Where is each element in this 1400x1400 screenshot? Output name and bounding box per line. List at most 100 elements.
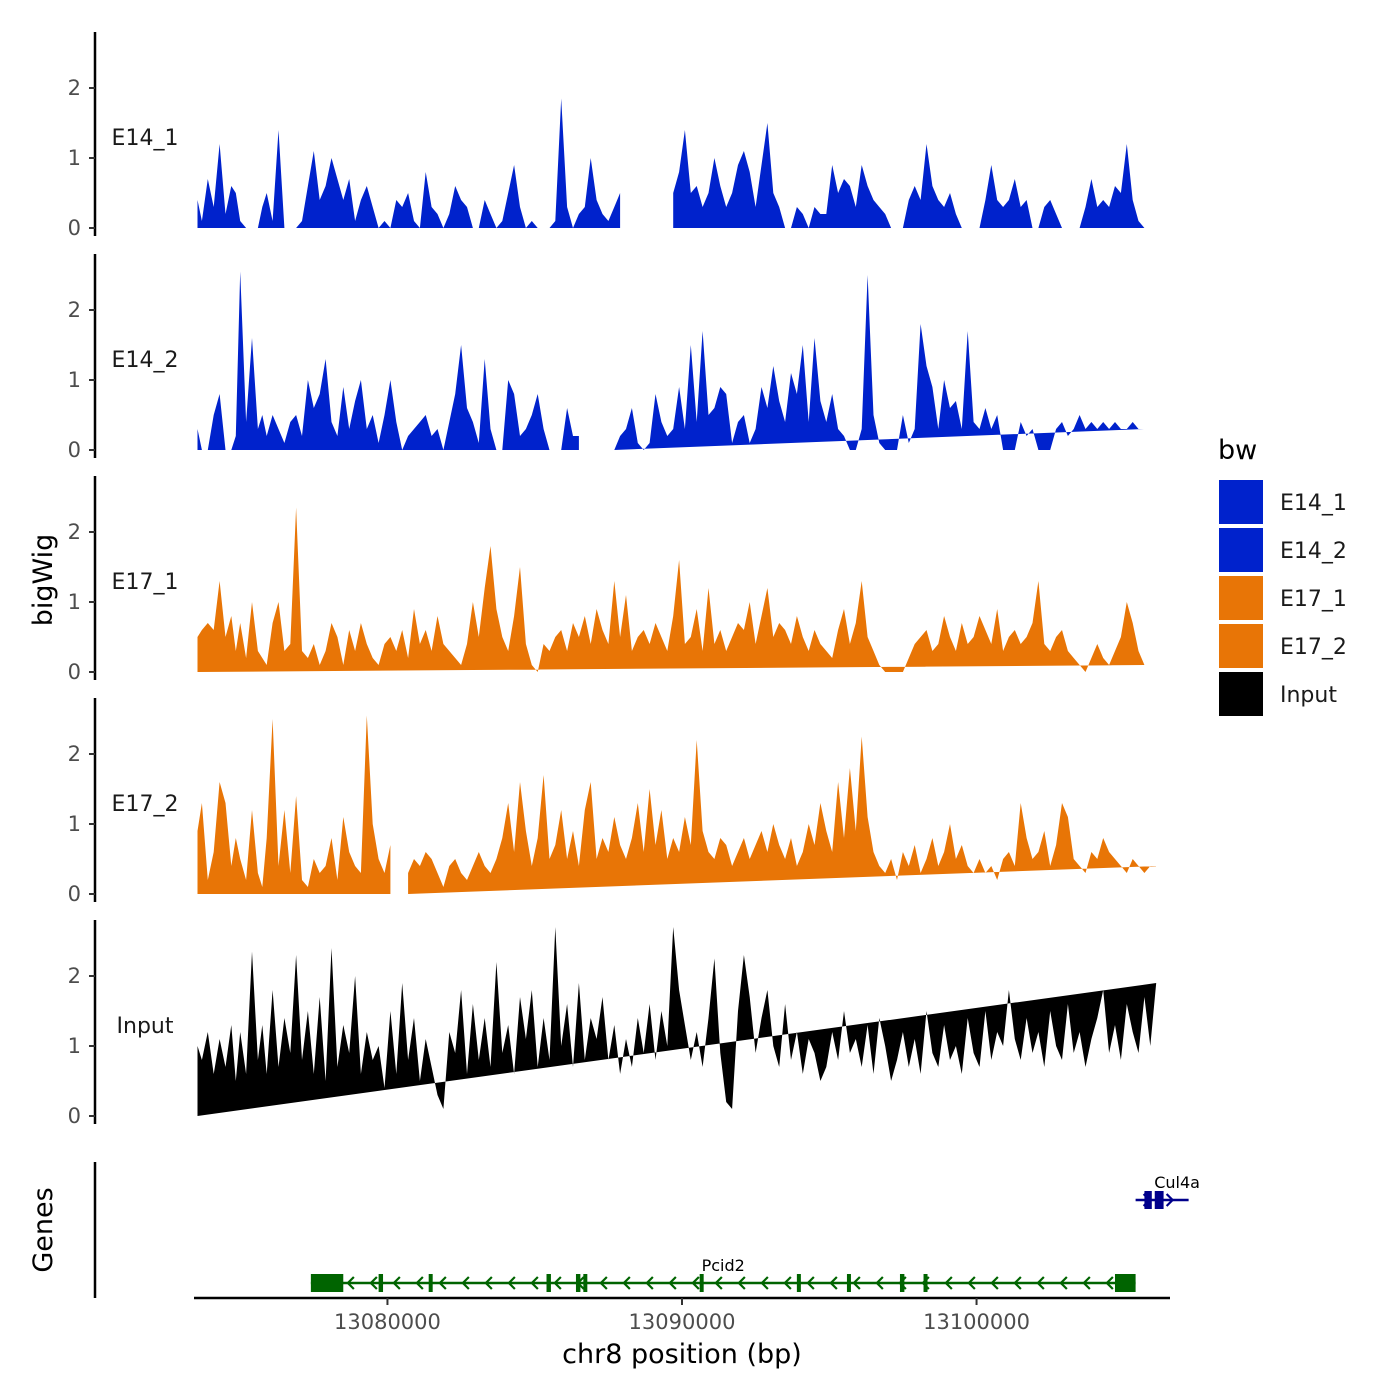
gene-exon [699,1274,704,1292]
track-e14-2: 0 1 2 E14_2 [68,254,1145,462]
track-e14-1: 0 1 2 E14_1 [68,32,1145,240]
strand-arrow [668,1276,677,1290]
gene-exon [378,1274,384,1292]
strand-arrow [875,1276,884,1290]
strand-arrow [346,1276,355,1290]
strand-arrow [1036,1276,1045,1290]
strand-arrow [553,1276,562,1290]
legend-swatch [1219,528,1263,572]
y-tick-label: 0 [68,216,81,240]
gene-exon [1154,1191,1164,1209]
strand-arrow [806,1276,815,1290]
legend-label: E14_2 [1280,539,1347,564]
x-axis-title: chr8 position (bp) [562,1339,802,1370]
track-label: E14_1 [112,126,179,151]
legend: bw E14_1 E14_2 E17_1 E17_2 Input [1218,435,1347,716]
track-e17-2: 0 1 2 E17_2 [68,698,1157,906]
track-input: 0 1 2 Input [68,920,1157,1128]
gene-exon [846,1274,851,1292]
gene-exon [310,1274,344,1292]
track-label: E17_1 [112,570,179,595]
gene-label: Cul4a [1154,1173,1200,1192]
gene-exon [583,1274,588,1292]
gene-exon [899,1274,905,1292]
y-tick-label: 2 [68,742,81,766]
gene-exon [1144,1191,1152,1209]
strand-arrow [622,1276,631,1290]
y-tick-label: 0 [68,882,81,906]
strand-arrow [691,1276,700,1290]
x-tick-label: 13100000 [923,1310,1030,1334]
legend-swatch [1219,480,1263,524]
strand-arrow [1013,1276,1022,1290]
genes-axis-title: Genes [28,1187,59,1272]
strand-arrow [438,1276,447,1290]
y-tick-label: 1 [68,812,81,836]
y-tick-label: 1 [68,146,81,170]
legend-label: E17_1 [1280,587,1347,612]
y-tick-label: 2 [68,520,81,544]
strand-arrow [507,1276,516,1290]
strand-arrow [415,1276,424,1290]
legend-swatch [1219,576,1263,620]
y-tick-label: 2 [68,298,81,322]
coverage-area [197,507,1145,672]
gene-exon [1114,1274,1136,1292]
legend-swatch [1219,672,1263,716]
strand-arrow [599,1276,608,1290]
strand-arrow [829,1276,838,1290]
track-label: E14_2 [112,348,179,373]
gene-exon [575,1274,581,1292]
gene-cul4a: Cul4a [1135,1173,1200,1209]
y-tick-label: 1 [68,1034,81,1058]
legend-title: bw [1218,435,1257,466]
strand-arrow [714,1276,723,1290]
track-label: Input [117,1014,174,1039]
legend-label: E17_2 [1280,635,1347,660]
bigwig-tracks: 0 1 2 E14_1 0 1 2 E14_2 0 1 2 E17_1 0 1 2 E17_2 0 1 2 Input [68,32,1157,1128]
y-tick-label: 2 [68,964,81,988]
strand-arrow [737,1276,746,1290]
y-tick-label: 1 [68,368,81,392]
x-tick-label: 13090000 [629,1310,736,1334]
y-tick-label: 0 [68,660,81,684]
track-e17-1: 0 1 2 E17_1 [68,476,1145,684]
coverage-area [197,715,1157,894]
legend-label: Input [1280,683,1337,708]
strand-arrow [1059,1276,1068,1290]
gene-label: Pcid2 [702,1256,745,1275]
strand-arrow [1165,1193,1175,1207]
strand-arrow [484,1276,493,1290]
coverage-area [197,271,1145,450]
strand-arrow [369,1276,378,1290]
strand-arrow [944,1276,953,1290]
x-axis: 13080000 13090000 13100000 [194,1296,1170,1334]
gene-exon [923,1274,928,1292]
strand-arrow [1082,1276,1091,1290]
y-tick-label: 0 [68,1104,81,1128]
strand-arrow [530,1276,539,1290]
strand-arrow [1105,1276,1114,1290]
y-tick-label: 2 [68,76,81,100]
coverage-area [197,98,1145,228]
strand-arrow [990,1276,999,1290]
coverage-area [197,927,1157,1116]
gene-exon [546,1274,551,1292]
strand-arrow [760,1276,769,1290]
strand-arrow [392,1276,401,1290]
y-tick-label: 1 [68,590,81,614]
gene-exon [796,1274,801,1292]
legend-label: E14_1 [1280,491,1347,516]
gene-exon [428,1274,433,1292]
y-axis-title: bigWig [28,534,59,627]
strand-arrow [967,1276,976,1290]
strand-arrow [645,1276,654,1290]
strand-arrow [461,1276,470,1290]
track-label: E17_2 [112,792,179,817]
strand-arrow [852,1276,861,1290]
legend-swatch [1219,624,1263,668]
genes-track: Pcid2 Cul4a [93,1162,1200,1298]
y-tick-label: 0 [68,438,81,462]
strand-arrow [783,1276,792,1290]
